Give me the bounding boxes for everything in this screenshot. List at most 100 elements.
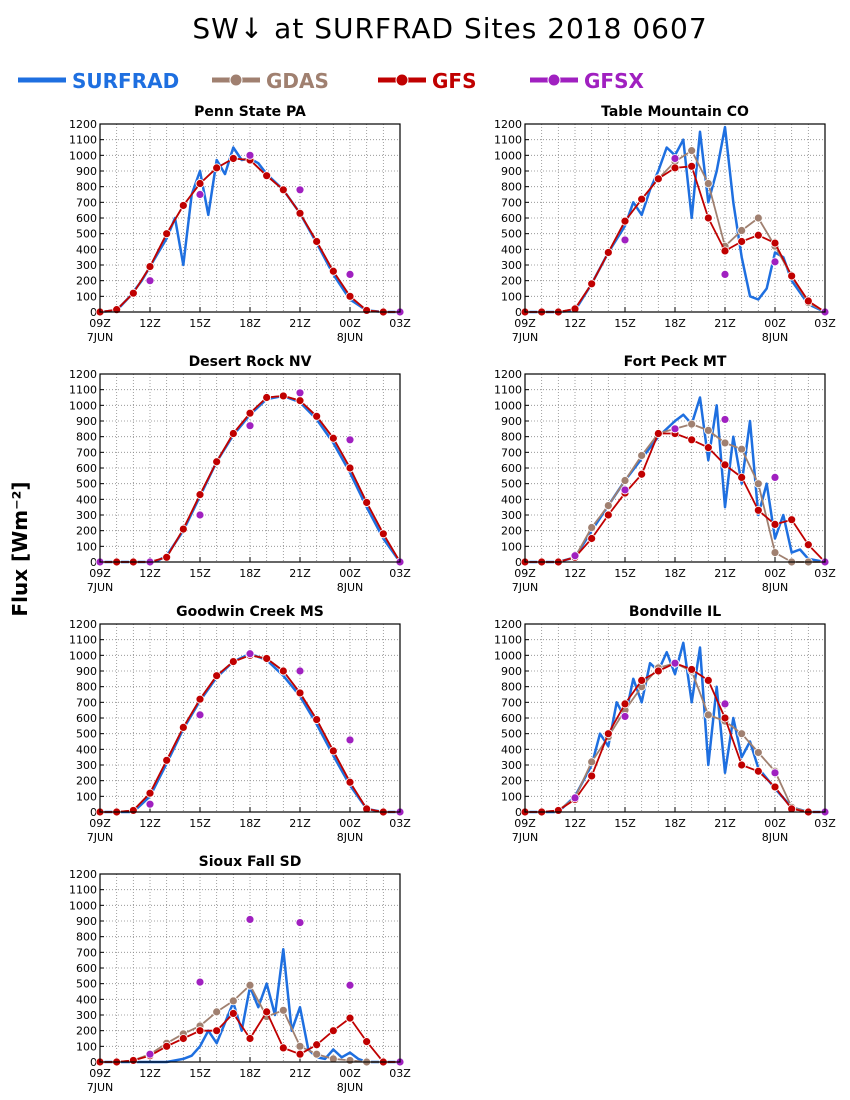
point-gdas <box>603 501 613 511</box>
point-gfs <box>362 804 372 814</box>
point-gfs <box>212 671 222 681</box>
series-line-gfs <box>525 165 826 313</box>
y-tick-label: 600 <box>76 212 97 225</box>
point-gfs <box>687 161 697 171</box>
x-tick-label: 21Z <box>289 817 311 830</box>
point-gfs <box>362 1037 372 1047</box>
point-gfsx <box>720 415 730 424</box>
x-tick-label: 03Z <box>389 567 411 580</box>
x-tick-label: 12Z <box>139 567 161 580</box>
x-tick-label: 09Z <box>514 567 536 580</box>
chart-penn-state-pa: Penn State PA 0 100 200 300 400 500 600 700 800 90… <box>69 104 411 344</box>
y-tick-label: 600 <box>76 962 97 975</box>
point-gdas <box>703 179 713 188</box>
x-tick-label: 03Z <box>389 1067 411 1080</box>
point-gdas <box>703 425 713 435</box>
x-tick-label: 15Z <box>614 817 636 830</box>
plot-frame <box>524 623 826 813</box>
point-gfs <box>212 457 222 467</box>
y-tick-label: 200 <box>501 775 522 788</box>
point-gfs <box>262 171 272 181</box>
y-tick-label: 1200 <box>69 118 97 131</box>
date-label: 8JUN <box>337 581 364 594</box>
date-label: 8JUN <box>337 831 364 844</box>
plot-frame <box>99 373 401 563</box>
point-gfsx <box>195 190 205 199</box>
y-tick-label: 500 <box>76 978 97 991</box>
x-tick-label: 03Z <box>814 317 836 330</box>
y-tick-label: 300 <box>501 759 522 772</box>
point-gfsx <box>245 150 255 160</box>
point-gfs <box>145 788 155 798</box>
y-tick-label: 900 <box>76 665 97 678</box>
point-gfs <box>128 806 138 815</box>
y-tick-label: 100 <box>76 290 97 303</box>
x-tick-label: 21Z <box>714 817 736 830</box>
point-gfs <box>245 1034 255 1043</box>
chart-bondville-il: Bondville IL 0 100 200 300 400 500 600 700 800 900… <box>494 604 836 844</box>
date-label: 7JUN <box>512 331 539 344</box>
chart-title: Penn State PA <box>194 104 306 120</box>
point-gfs <box>803 296 813 306</box>
point-gfs <box>653 666 663 676</box>
chart-title: Bondville IL <box>629 604 721 620</box>
x-tick-label: 00Z <box>339 1067 361 1080</box>
y-tick-label: 200 <box>501 275 522 288</box>
point-gfs <box>787 804 797 814</box>
point-gfs <box>770 520 780 529</box>
legend-marker <box>229 73 243 87</box>
x-tick-label: 03Z <box>389 317 411 330</box>
y-tick-label: 0 <box>90 1056 97 1069</box>
x-tick-label: 15Z <box>189 1067 211 1080</box>
y-tick-label: 600 <box>76 712 97 725</box>
plot-frame <box>524 373 826 563</box>
legend: SURFRAD GDAS GFS GFSX <box>18 69 644 93</box>
point-gfsx <box>670 658 680 668</box>
x-tick-label: 18Z <box>239 317 261 330</box>
x-tick-label: 00Z <box>764 567 786 580</box>
point-gdas <box>720 438 730 448</box>
y-tick-label: 1000 <box>494 149 522 162</box>
grid <box>525 124 825 312</box>
point-gfs <box>278 1043 288 1053</box>
point-gfs <box>128 1056 138 1065</box>
x-tick-label: 09Z <box>514 317 536 330</box>
y-tick-label: 800 <box>76 931 97 944</box>
legend-item-gfsx: GFSX <box>530 69 644 93</box>
x-tick-label: 03Z <box>814 567 836 580</box>
y-tick-label: 1200 <box>69 368 97 381</box>
point-gfs <box>312 715 322 724</box>
series-gfsx <box>570 415 830 567</box>
y-tick-label: 700 <box>501 196 522 209</box>
point-gfsx <box>145 799 155 809</box>
y-tick-label: 500 <box>501 478 522 491</box>
y-tick-label: 1000 <box>494 399 522 412</box>
y-tick-label: 200 <box>76 525 97 538</box>
point-gfs <box>312 1040 322 1050</box>
point-gfs <box>345 291 355 301</box>
y-tick-label: 1200 <box>69 868 97 881</box>
chart-fort-peck-mt: Fort Peck MT 0 100 200 300 400 500 600 700 800 900… <box>494 354 836 594</box>
point-gfsx <box>720 269 730 279</box>
y-tick-label: 1100 <box>69 384 97 397</box>
point-gfsx <box>295 185 305 195</box>
y-tick-label: 1000 <box>69 899 97 912</box>
point-gfs <box>195 490 205 500</box>
point-gfs <box>603 510 613 520</box>
y-tick-label: 1200 <box>494 118 522 131</box>
y-tick-label: 700 <box>501 446 522 459</box>
x-tick-label: 00Z <box>339 317 361 330</box>
y-tick-label: 300 <box>501 259 522 272</box>
point-gfsx <box>670 424 680 434</box>
point-gfsx <box>345 435 355 445</box>
page-title: SW↓ at SURFRAD Sites 2018 0607 <box>192 12 708 45</box>
x-tick-label: 00Z <box>764 817 786 830</box>
point-gfs <box>787 515 797 525</box>
point-gfsx <box>145 276 155 286</box>
point-gfs <box>178 524 188 534</box>
point-gfs <box>262 1007 272 1017</box>
y-tick-label: 800 <box>501 431 522 444</box>
point-gdas <box>737 226 747 235</box>
x-tick-label: 12Z <box>564 567 586 580</box>
point-gfs <box>245 408 255 418</box>
